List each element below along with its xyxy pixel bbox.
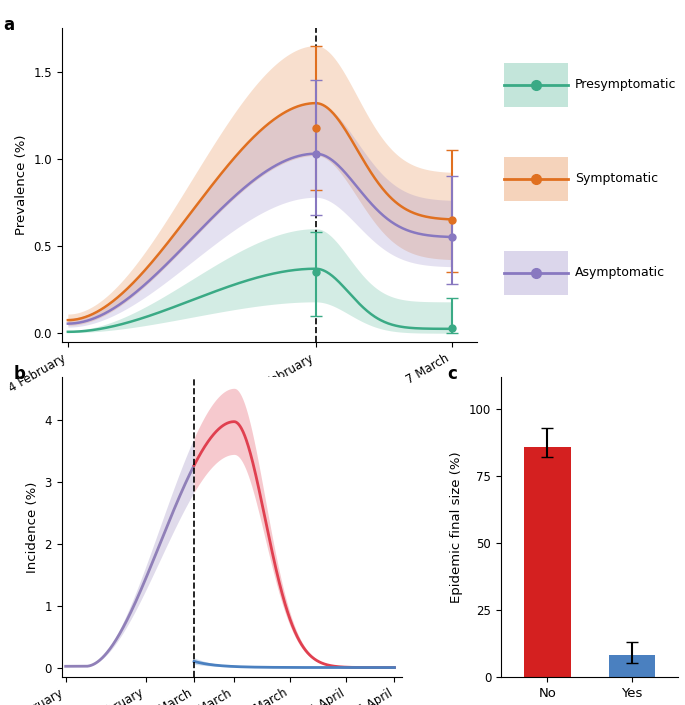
Text: Symptomatic: Symptomatic <box>575 172 658 185</box>
Text: c: c <box>448 365 458 384</box>
Text: b: b <box>14 365 26 384</box>
Y-axis label: Epidemic final size (%): Epidemic final size (%) <box>451 451 463 603</box>
Y-axis label: Incidence (%): Incidence (%) <box>26 482 39 572</box>
Text: Asymptomatic: Asymptomatic <box>575 266 665 279</box>
Y-axis label: Prevalence (%): Prevalence (%) <box>15 135 28 235</box>
Bar <box>524 447 571 677</box>
Text: Presymptomatic: Presymptomatic <box>575 78 677 91</box>
Text: a: a <box>3 16 14 34</box>
Bar <box>608 656 655 677</box>
X-axis label: Date: Date <box>253 404 285 417</box>
